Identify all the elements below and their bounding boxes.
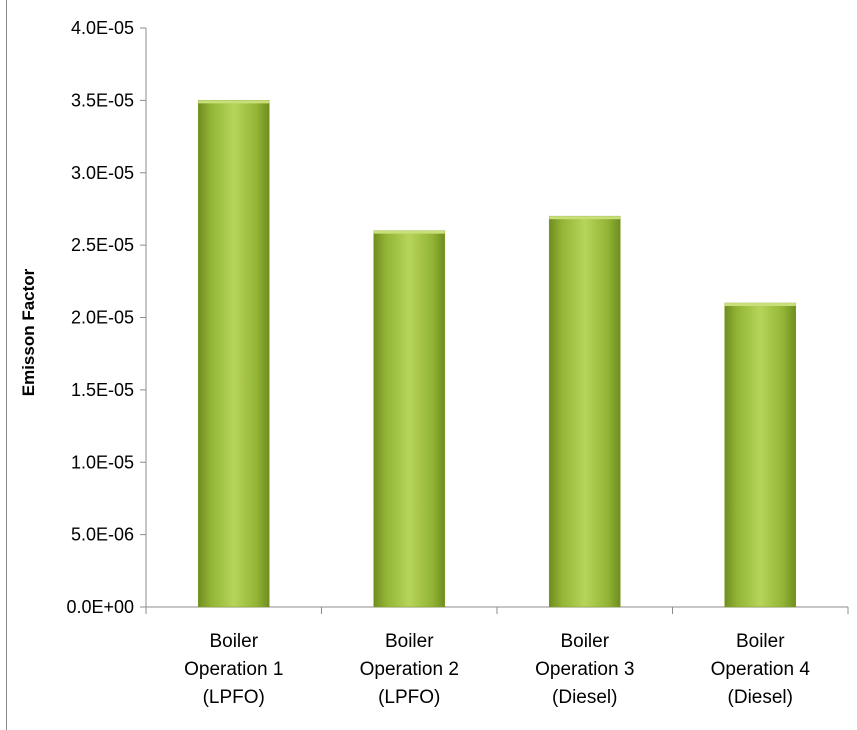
- y-tick-label: 2.5E-05: [71, 235, 134, 255]
- x-category-label-line: (Diesel): [728, 687, 793, 708]
- bars: [197, 100, 797, 608]
- bar: [197, 100, 270, 608]
- x-category-label-line: Boiler: [385, 631, 434, 652]
- y-tick-label: 5.0E-06: [71, 525, 134, 545]
- bar-top-highlight: [373, 230, 445, 234]
- x-category-label: Boiler Operation 4 (Diesel): [711, 631, 811, 708]
- x-category-label-line: Boiler: [736, 631, 785, 652]
- bar-top-highlight: [549, 216, 621, 220]
- x-category-label-line: Operation 2: [360, 659, 459, 680]
- bar: [548, 215, 621, 608]
- y-tick-label: 4.0E-05: [71, 18, 134, 38]
- y-axis: 0.0E+00 5.0E-06 1.0E-05 1.5E-05 2.0E-05 2.5E-…: [66, 18, 147, 617]
- x-category-label-line: Boiler: [560, 631, 609, 652]
- bar-top-highlight: [198, 100, 270, 104]
- x-category-label-line: (Diesel): [552, 687, 617, 708]
- x-category-label-line: Operation 4: [711, 659, 811, 680]
- x-category-label-line: Boiler: [209, 631, 258, 652]
- x-category-label: Boiler Operation 2 (LPFO): [360, 631, 459, 708]
- x-category-label: Boiler Operation 3 (Diesel): [535, 631, 634, 708]
- x-category-label-line: (LPFO): [203, 687, 265, 708]
- x-category-label: Boiler Operation 1 (LPFO): [184, 631, 283, 708]
- y-tick-label: 2.0E-05: [71, 308, 134, 328]
- y-tick-label: 1.0E-05: [71, 452, 134, 472]
- frame-border: [6, 0, 7, 730]
- bar: [373, 230, 446, 608]
- y-tick-label: 3.0E-05: [71, 163, 134, 183]
- bar-top-highlight: [724, 303, 796, 307]
- y-axis-label: Emisson Factor: [19, 268, 38, 396]
- bar: [724, 302, 797, 608]
- x-category-label-line: Operation 1: [184, 659, 283, 680]
- x-axis: Boiler Operation 1 (LPFO) Boiler Operation 2…: [145, 606, 849, 708]
- x-category-label-line: (LPFO): [378, 687, 440, 708]
- x-category-label-line: Operation 3: [535, 659, 634, 680]
- y-tick-label: 0.0E+00: [66, 597, 134, 617]
- y-tick-label: 1.5E-05: [71, 380, 134, 400]
- y-tick-label: 3.5E-05: [71, 90, 134, 110]
